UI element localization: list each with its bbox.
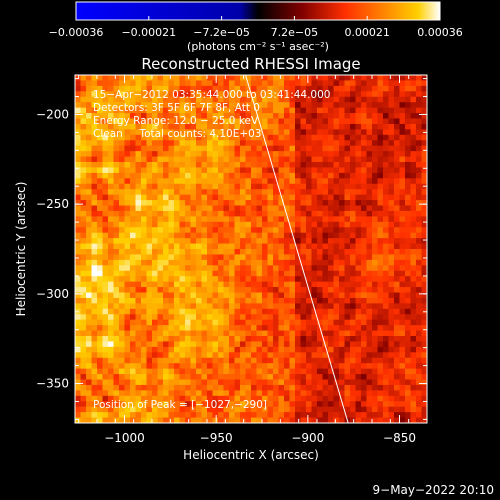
heatmap-cells (75, 75, 427, 423)
x-tick-label: −900 (291, 431, 324, 445)
colorbar-tick-label: 7.2e−05 (271, 26, 318, 39)
colorbar-tick-label: −0.00036 (49, 26, 104, 39)
colorbar-gradient (75, 1, 441, 21)
y-axis-label: Heliocentric Y (arcsec) (14, 182, 28, 317)
x-axis-label: Heliocentric X (arcsec) (183, 448, 319, 462)
y-tick-label: −300 (36, 287, 69, 301)
axis-ticks: −1000 −950 −900 −850 −200 −250 −300 −350 (36, 75, 428, 445)
annotation-time-range: 15−Apr−2012 03:35:44.000 to 03:41:44.000 (93, 89, 330, 101)
x-tick-label: −950 (200, 431, 233, 445)
y-tick-label: −200 (36, 107, 69, 121)
colorbar-tick-label: −7.2e−05 (193, 26, 250, 39)
annotation-energy-range: Energy Range: 12.0 − 25.0 keV (93, 115, 259, 127)
colorbar-tick-label: −0.00021 (121, 26, 176, 39)
plot-frame (74, 74, 428, 424)
annotation-clean-counts: Clean Total counts: 4.10E+03 (93, 128, 262, 140)
annotation-peak-position: Position of Peak = [−1027,−290] (93, 399, 267, 411)
footer-date: 9−May−2022 20:10 (373, 483, 495, 497)
colorbar-tick-label: 0.00036 (417, 26, 463, 39)
chart-title: Reconstructed RHESSI Image (141, 55, 360, 73)
annotation-detectors: Detectors: 3F 5F 6F 7F 8F, Att 0 (93, 102, 260, 114)
colorbar-ticks: −0.00036 −0.00021 −7.2e−05 7.2e−05 0.00021 0.… (49, 16, 463, 39)
x-tick-label: −850 (383, 431, 416, 445)
colorbar-tick-label: 0.00021 (344, 26, 390, 39)
colorbar-units-label: (photons cm⁻² s⁻¹ asec⁻²) (187, 40, 329, 53)
annotation-block: 15−Apr−2012 03:35:44.000 to 03:41:44.000… (93, 89, 330, 411)
solar-limb-line (245, 75, 349, 423)
x-tick-label: −1000 (104, 431, 145, 445)
y-tick-label: −350 (36, 377, 69, 391)
y-tick-label: −250 (36, 197, 69, 211)
colorbar: −0.00036 −0.00021 −7.2e−05 7.2e−05 0.00021 0.… (49, 1, 463, 53)
plot-area: −1000 −950 −900 −850 −200 −250 −300 −350 (36, 74, 428, 445)
